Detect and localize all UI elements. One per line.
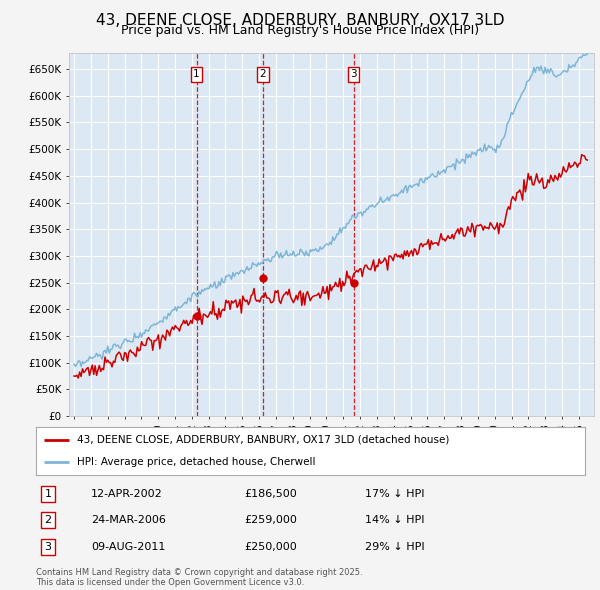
Text: 3: 3 [350,70,357,80]
Text: £186,500: £186,500 [245,489,298,499]
Text: 43, DEENE CLOSE, ADDERBURY, BANBURY, OX17 3LD (detached house): 43, DEENE CLOSE, ADDERBURY, BANBURY, OX1… [77,435,449,445]
Text: £250,000: £250,000 [245,542,298,552]
Text: 09-AUG-2011: 09-AUG-2011 [91,542,165,552]
Text: 3: 3 [44,542,52,552]
Text: 2: 2 [44,515,52,525]
Text: 12-APR-2002: 12-APR-2002 [91,489,163,499]
Text: 29% ↓ HPI: 29% ↓ HPI [365,542,425,552]
Text: 1: 1 [193,70,200,80]
Text: £259,000: £259,000 [245,515,298,525]
Text: HPI: Average price, detached house, Cherwell: HPI: Average price, detached house, Cher… [77,457,316,467]
Text: 1: 1 [44,489,52,499]
Text: Price paid vs. HM Land Registry's House Price Index (HPI): Price paid vs. HM Land Registry's House … [121,24,479,37]
Text: 2: 2 [260,70,266,80]
Text: 43, DEENE CLOSE, ADDERBURY, BANBURY, OX17 3LD: 43, DEENE CLOSE, ADDERBURY, BANBURY, OX1… [96,13,504,28]
Text: 14% ↓ HPI: 14% ↓ HPI [365,515,425,525]
Text: 17% ↓ HPI: 17% ↓ HPI [365,489,425,499]
Text: Contains HM Land Registry data © Crown copyright and database right 2025.
This d: Contains HM Land Registry data © Crown c… [36,568,362,587]
Text: 24-MAR-2006: 24-MAR-2006 [91,515,166,525]
